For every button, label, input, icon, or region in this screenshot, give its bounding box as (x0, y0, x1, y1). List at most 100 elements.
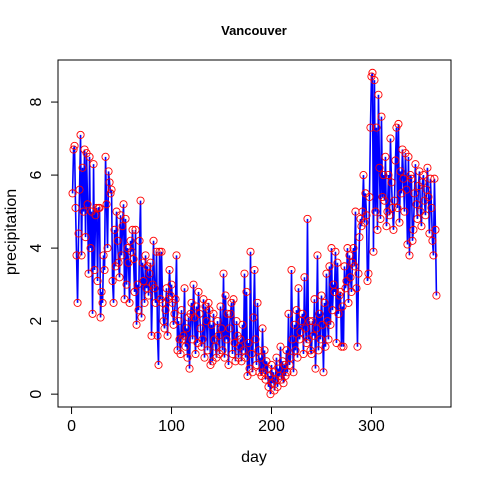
data-point (328, 306, 337, 315)
data-point (100, 265, 109, 275)
data-point (427, 203, 436, 212)
data-point (400, 207, 409, 216)
data-point (117, 251, 126, 260)
data-point (144, 291, 153, 300)
data-point (198, 335, 207, 344)
data-point (417, 222, 426, 231)
data-point (229, 295, 238, 304)
data-point (405, 251, 414, 260)
data-point (69, 145, 78, 154)
data-point (419, 171, 428, 180)
data-point (165, 265, 174, 275)
data-point (107, 185, 116, 194)
data-point (298, 309, 307, 318)
data-point (115, 273, 124, 282)
data-point (276, 342, 285, 351)
data-point (131, 225, 140, 234)
data-point (311, 364, 320, 373)
data-point (292, 306, 301, 315)
data-point (108, 276, 117, 286)
data-point (267, 360, 276, 369)
data-point (309, 331, 318, 340)
data-point (335, 291, 344, 300)
data-point (334, 309, 343, 318)
data-point (102, 200, 111, 209)
data-point (174, 317, 183, 326)
data-point (247, 349, 256, 359)
x-tick-label: 200 (258, 418, 285, 435)
data-point (258, 324, 267, 333)
data-point (118, 222, 127, 231)
data-point (374, 90, 383, 99)
data-point (354, 269, 363, 278)
data-point (219, 269, 228, 278)
data-point (203, 346, 212, 355)
data-point (272, 353, 281, 362)
data-point (218, 346, 227, 355)
data-point (289, 368, 298, 377)
data-point (399, 174, 408, 183)
data-point (83, 200, 92, 209)
data-point (387, 178, 396, 187)
data-point (137, 313, 146, 322)
data-point (242, 287, 251, 296)
data-point (425, 229, 434, 238)
data-point (84, 269, 93, 278)
data-point (179, 331, 188, 340)
data-point (185, 364, 194, 373)
data-point (119, 200, 128, 209)
data-point (408, 236, 417, 245)
data-point (86, 244, 95, 253)
data-point (430, 174, 439, 183)
data-point (279, 379, 288, 388)
data-point (280, 360, 289, 369)
data-point (224, 360, 233, 369)
data-point (394, 119, 403, 129)
data-point (122, 280, 131, 289)
data-point (393, 203, 402, 212)
data-point (413, 214, 422, 223)
data-point (113, 236, 122, 245)
data-point (158, 298, 167, 307)
data-point (79, 207, 88, 216)
data-point (359, 171, 368, 180)
data-point (395, 218, 404, 227)
x-tick-label: 300 (358, 418, 385, 435)
data-point (125, 298, 134, 307)
data-point (176, 349, 185, 359)
data-point (97, 287, 106, 296)
data-point (409, 225, 418, 234)
data-point (172, 251, 181, 260)
data-point (380, 196, 389, 205)
data-point (209, 309, 218, 318)
data-point (244, 338, 253, 348)
data-point (88, 309, 97, 318)
data-point (346, 273, 355, 282)
data-point (110, 225, 119, 234)
data-point (360, 218, 369, 227)
data-point (345, 251, 354, 260)
data-point (98, 298, 107, 307)
data-point (429, 251, 438, 260)
data-point (104, 167, 113, 176)
data-point (214, 331, 223, 340)
data-point (324, 335, 333, 344)
data-point (72, 251, 81, 260)
data-point (307, 349, 316, 359)
data-point (404, 152, 413, 161)
data-point (96, 313, 105, 322)
data-point (421, 211, 430, 220)
data-point (287, 265, 296, 275)
data-point (106, 189, 115, 198)
data-point (95, 203, 104, 212)
data-point (134, 306, 143, 315)
data-point (228, 349, 237, 359)
data-point (310, 295, 319, 304)
data-point (340, 262, 349, 271)
data-point (126, 236, 135, 245)
data-point (189, 280, 198, 289)
data-point (325, 262, 334, 271)
data-point (211, 342, 220, 351)
data-point (170, 309, 179, 318)
